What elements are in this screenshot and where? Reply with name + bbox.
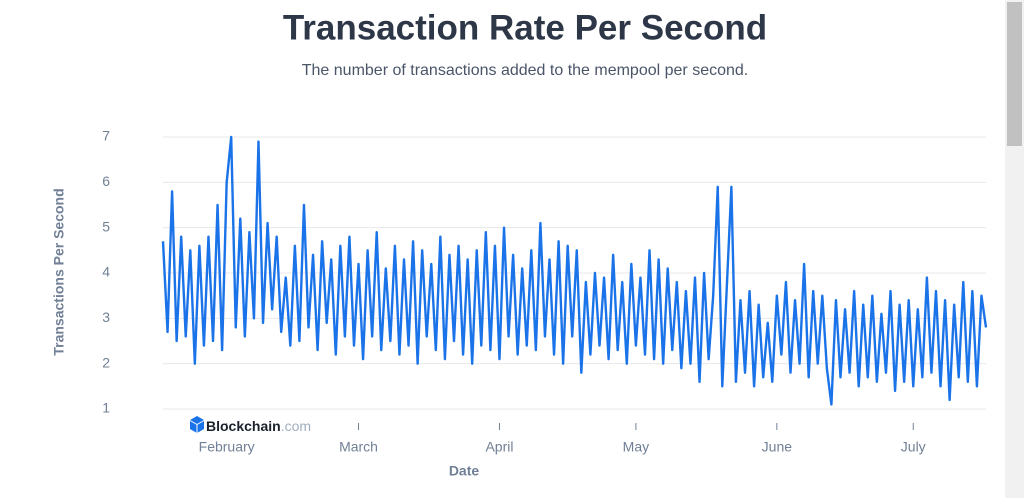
- x-axis-label: Date: [449, 463, 480, 479]
- watermark-text: Blockchain.com: [206, 418, 311, 434]
- x-tick-label: July: [901, 439, 926, 455]
- x-tick-label: May: [623, 439, 649, 455]
- chart-subtitle: The number of transactions added to the …: [302, 62, 748, 79]
- y-tick-label: 6: [102, 173, 110, 189]
- x-tick-label: April: [485, 439, 513, 455]
- y-tick-label: 1: [102, 400, 110, 416]
- y-tick-label: 3: [102, 309, 110, 325]
- x-tick-label: June: [762, 439, 793, 455]
- watermark-domain: .com: [281, 418, 311, 434]
- x-tick-label: February: [199, 439, 255, 455]
- chart-title: Transaction Rate Per Second: [283, 8, 767, 47]
- y-tick-label: 2: [102, 354, 110, 370]
- y-tick-label: 7: [102, 128, 110, 144]
- watermark-brand: Blockchain: [206, 418, 281, 434]
- y-tick-label: 5: [102, 218, 110, 234]
- y-tick-label: 4: [102, 264, 110, 280]
- x-tick-label: March: [339, 439, 378, 455]
- y-axis-label: Transactions Per Second: [51, 188, 67, 355]
- data-line: [161, 135, 988, 406]
- watermark: Blockchain.com: [190, 416, 311, 434]
- scrollbar-thumb[interactable]: [1007, 2, 1022, 146]
- watermark-logo: [190, 416, 204, 433]
